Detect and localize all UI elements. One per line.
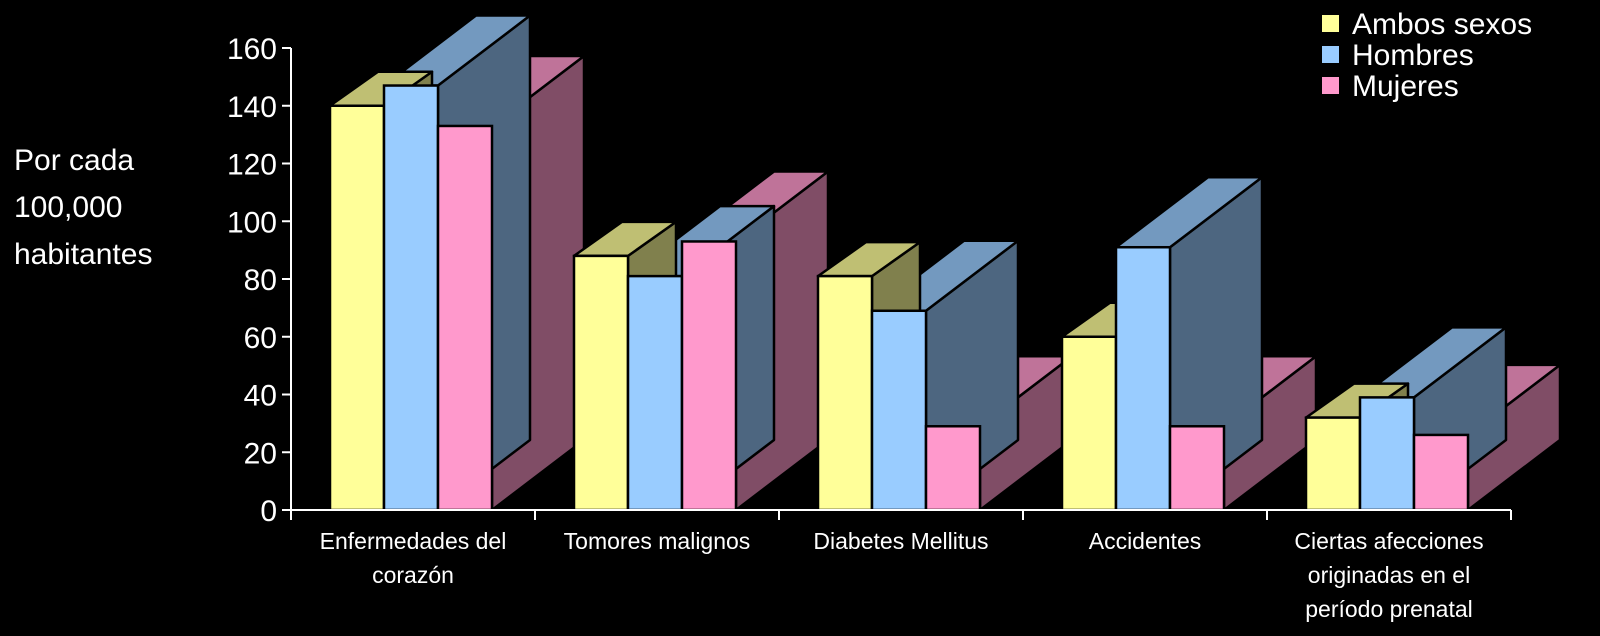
x-tick-label: Diabetes Mellitus <box>813 528 988 554</box>
x-tick-label: Tomores malignos <box>564 528 751 554</box>
bar-1-2 <box>382 84 440 512</box>
bar-group-4 <box>1060 175 1318 512</box>
y-tick-labels: 0 20 40 60 80 100 120 140 160 <box>227 33 277 528</box>
legend-swatch <box>1322 77 1339 94</box>
bar-3-2 <box>870 309 928 512</box>
x-tick-labels: Enfermedades del corazón Tomores malignos D… <box>320 528 1484 622</box>
bar-groups <box>328 14 1562 512</box>
bar-2-1 <box>572 254 630 512</box>
bar-group-5 <box>1304 326 1562 512</box>
bar-4-2 <box>1114 245 1172 512</box>
bar-3-1 <box>816 274 874 512</box>
y-tick-label: 160 <box>227 33 277 66</box>
bar-3-3 <box>924 425 982 512</box>
x-tick-label: período prenatal <box>1305 596 1473 622</box>
bar-2-2 <box>626 274 684 512</box>
y-tick-label: 120 <box>227 149 277 182</box>
y-axis-label-line-2: 100,000 <box>14 191 122 224</box>
legend-label: Hombres <box>1352 39 1474 72</box>
x-tick-label: Accidentes <box>1089 528 1202 554</box>
bar-5-3 <box>1412 433 1470 512</box>
bar-1-3 <box>436 124 494 512</box>
x-tick-label: Ciertas afecciones <box>1294 528 1483 554</box>
y-tick-label: 140 <box>227 91 277 124</box>
x-tick-label: originadas en el <box>1308 562 1470 588</box>
y-tick-label: 80 <box>244 264 277 297</box>
bar-4-1 <box>1060 335 1118 512</box>
bar-4-3 <box>1168 425 1226 512</box>
legend-label: Mujeres <box>1352 70 1459 103</box>
legend-swatch <box>1322 15 1339 32</box>
legend-label: Ambos sexos <box>1352 8 1532 41</box>
y-axis-label: Por cada 100,000 habitantes <box>14 144 152 271</box>
legend-swatch <box>1322 46 1339 63</box>
y-tick-label: 40 <box>244 380 277 413</box>
y-tick-label: 0 <box>260 495 277 528</box>
bar-2-3 <box>680 240 738 512</box>
bar-group-1 <box>328 14 586 512</box>
y-tick-label: 60 <box>244 322 277 355</box>
bar-1-1 <box>328 104 386 512</box>
bar-5-2 <box>1358 396 1416 512</box>
y-axis-label-line-1: Por cada <box>14 144 134 177</box>
x-tick-label: corazón <box>372 562 454 588</box>
axes <box>282 47 1512 520</box>
y-tick-label: 100 <box>227 206 277 239</box>
bar-group-2 <box>572 170 830 512</box>
y-tick-label: 20 <box>244 437 277 470</box>
y-axis-label-line-3: habitantes <box>14 238 152 271</box>
bar-5-1 <box>1304 416 1362 512</box>
bar-group-3 <box>816 239 1074 512</box>
x-tick-label: Enfermedades del <box>320 528 507 554</box>
